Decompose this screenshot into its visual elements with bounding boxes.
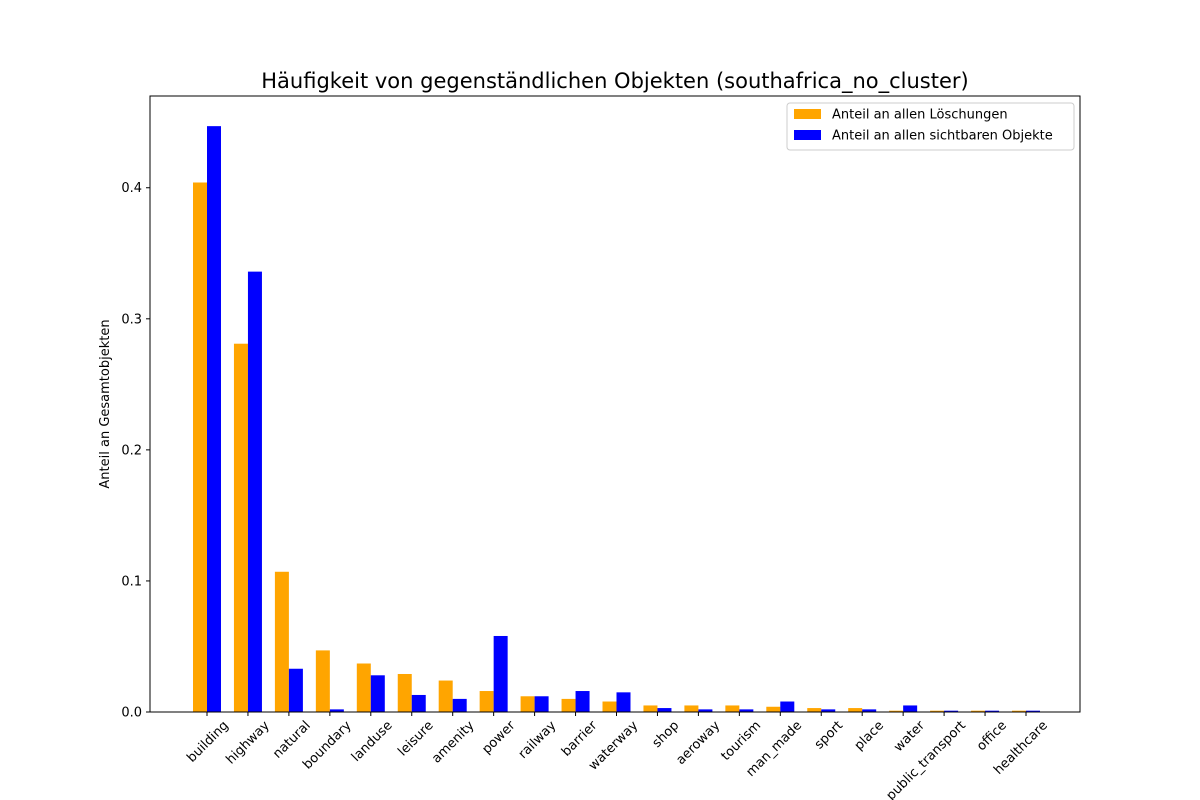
bar-visible-waterway	[616, 692, 631, 712]
bar-visible-place	[862, 709, 877, 712]
bar-deletions-power	[479, 691, 494, 712]
bar-deletions-building	[193, 182, 207, 712]
legend-label: Anteil an allen sichtbaren Objekte	[832, 129, 1053, 144]
y-tick-label: 0.4	[121, 181, 142, 196]
bar-deletions-leisure	[397, 673, 412, 712]
bar-deletions-railway	[520, 696, 535, 712]
bar-visible-natural	[288, 668, 303, 712]
bar-visible-amenity	[452, 698, 467, 712]
bar-deletions-healthcare	[1012, 710, 1026, 712]
bar-visible-railway	[534, 696, 549, 712]
bar-deletions-aeroway	[684, 705, 699, 712]
bar-deletions-landuse	[356, 663, 371, 712]
bar-visible-boundary	[329, 709, 344, 712]
bar-visible-highway	[247, 271, 262, 712]
bar-deletions-natural	[274, 571, 289, 712]
bar-deletions-highway	[233, 343, 248, 712]
bar-visible-sport	[821, 709, 836, 712]
bar-visible-man_made	[780, 701, 795, 712]
legend-box	[786, 102, 1075, 151]
bar-visible-power	[493, 635, 508, 712]
bar-deletions-place	[848, 708, 863, 712]
legend-swatch	[794, 130, 821, 140]
bar-deletions-shop	[643, 705, 658, 712]
y-tick-label: 0.2	[121, 443, 142, 458]
bar-visible-healthcare	[1026, 710, 1040, 712]
bar-deletions-office	[971, 710, 986, 712]
bar-visible-aeroway	[698, 709, 713, 712]
bar-deletions-tourism	[725, 705, 740, 712]
bar-visible-landuse	[370, 675, 385, 712]
y-tick-label: 0.3	[121, 312, 142, 327]
y-axis: 0.0 0.1 0.2 0.3 0.4	[121, 181, 150, 721]
bar-visible-shop	[657, 708, 672, 712]
legend: Anteil an allen Löschungen Anteil an alle…	[786, 102, 1075, 151]
y-tick-label: 0.1	[121, 574, 142, 589]
bar-visible-public_transport	[944, 710, 959, 712]
bars-group	[193, 126, 1040, 713]
y-axis-title: Anteil an Gesamtobjekten	[98, 319, 113, 488]
bar-visible-barrier	[575, 691, 590, 712]
bar-deletions-public_transport	[930, 710, 945, 712]
bar-deletions-barrier	[561, 698, 576, 712]
bar-visible-office	[985, 710, 1000, 712]
legend-label: Anteil an allen Löschungen	[832, 108, 1008, 123]
chart-title: Häufigkeit von gegenständlichen Objekten…	[261, 69, 968, 94]
bar-deletions-amenity	[438, 680, 453, 712]
bar-deletions-sport	[807, 708, 822, 712]
bar-visible-leisure	[411, 694, 426, 712]
bar-visible-water	[903, 705, 918, 712]
bar-visible-tourism	[739, 709, 754, 712]
legend-swatch	[794, 109, 821, 119]
bar-deletions-waterway	[602, 701, 617, 712]
bar-deletions-water	[889, 710, 904, 712]
bar-visible-building	[207, 126, 221, 713]
bar-deletions-boundary	[315, 650, 330, 712]
y-tick-label: 0.0	[121, 706, 142, 721]
bar-deletions-man_made	[766, 706, 781, 712]
plot-area-frame	[149, 95, 1081, 713]
